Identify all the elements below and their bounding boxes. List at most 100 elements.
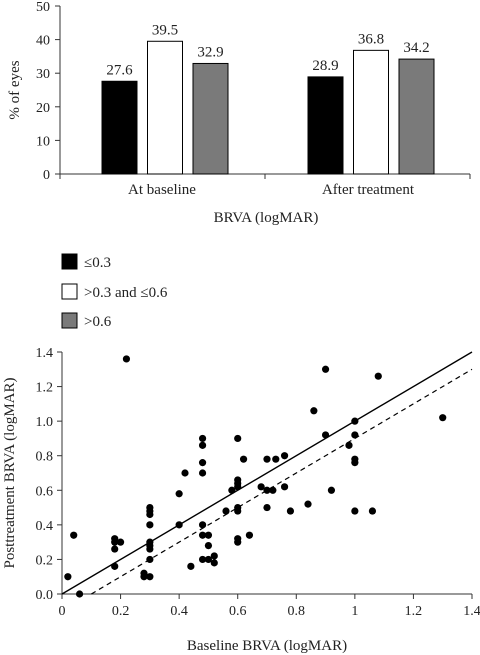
scatter-x-ticks: 0 0.2 0.4 0.6 0.8 1 1.2 1.4 <box>59 594 480 619</box>
legend-label: >0.6 <box>84 314 112 330</box>
scatter-point <box>198 555 207 564</box>
bar-data-label: 32.9 <box>197 44 223 60</box>
scatter-y-axis-title: Posttreatment BRVA (logMAR) <box>2 377 18 568</box>
bar <box>307 76 344 175</box>
scatter-y-tick-label: 1.2 <box>36 381 54 396</box>
scatter-point <box>228 486 236 494</box>
bar-y-tick-label: 10 <box>36 134 50 149</box>
bar-y-tick-label: 30 <box>36 67 50 82</box>
scatter-point <box>286 507 295 515</box>
scatter-point <box>146 545 154 553</box>
scatter-point <box>234 538 242 546</box>
scatter-x-tick-label: 1 <box>351 604 358 619</box>
scatter-point <box>280 483 289 491</box>
bar-y-axis-title: % of eyes <box>7 60 23 119</box>
bars <box>101 40 435 175</box>
bar-data-label: 27.6 <box>106 62 133 78</box>
scatter-y-tick-label: 0.2 <box>36 553 54 568</box>
scatter-point <box>351 417 359 425</box>
scatter-point <box>116 538 125 546</box>
scatter-point <box>304 500 312 508</box>
scatter-point <box>263 455 271 463</box>
bar-data-labels: 27.6 39.5 32.9 28.9 36.8 34.2 <box>106 22 429 78</box>
legend-swatch <box>61 253 78 270</box>
bar <box>398 58 435 175</box>
scatter-x-tick-label: 0.8 <box>288 604 306 619</box>
scatter-point <box>263 503 271 512</box>
legend-label: >0.3 and ≤0.6 <box>84 285 168 301</box>
scatter-x-tick-label: 0 <box>59 604 66 619</box>
scatter-point <box>272 455 280 463</box>
bar <box>353 49 389 175</box>
scatter-point <box>239 455 248 463</box>
scatter-point <box>198 469 207 477</box>
scatter-point <box>175 490 183 498</box>
scatter-point <box>146 555 154 564</box>
scatter-y-tick-label: 0.0 <box>36 588 54 603</box>
bar-y-ticks: 0 10 20 30 40 50 <box>36 0 60 183</box>
scatter-point <box>204 555 213 564</box>
legend-swatch <box>61 283 78 300</box>
scatter-point <box>111 538 119 546</box>
scatter-point <box>111 562 119 570</box>
scatter-point <box>269 486 277 494</box>
scatter-point <box>280 452 289 460</box>
bar-data-label: 28.9 <box>312 58 338 74</box>
bar <box>101 80 138 175</box>
scatter-point <box>345 441 353 449</box>
bar-x-tick-label: After treatment <box>322 182 415 198</box>
scatter-point <box>122 355 131 363</box>
scatter-point <box>187 562 195 570</box>
scatter-point <box>204 531 213 539</box>
bar-y-tick-label: 40 <box>36 34 50 49</box>
scatter-x-tick-label: 1.2 <box>405 604 423 619</box>
bar-y-tick-label: 20 <box>36 101 50 116</box>
bar <box>192 62 229 175</box>
scatter-point <box>198 441 207 449</box>
scatter-x-axis-title: Baseline BRVA (logMAR) <box>187 638 347 654</box>
scatter-point <box>351 507 359 515</box>
scatter-point <box>75 590 84 598</box>
scatter-point <box>210 559 218 567</box>
scatter-point <box>198 459 207 467</box>
legend-swatch <box>61 312 78 329</box>
bar-x-ticks: At baseline After treatment <box>59 174 471 198</box>
scatter-x-tick-label: 0.2 <box>112 604 130 619</box>
regression-line <box>90 368 473 595</box>
scatter-y-tick-label: 0.6 <box>36 484 54 499</box>
scatter-point <box>222 507 230 515</box>
scatter-point <box>175 521 183 529</box>
scatter-point <box>198 434 207 443</box>
scatter-point <box>210 552 218 560</box>
scatter-x-tick-label: 1.4 <box>463 604 480 619</box>
bar <box>147 40 183 175</box>
scatter-point <box>146 573 154 581</box>
scatter-point <box>204 542 213 550</box>
scatter-y-tick-label: 0.8 <box>36 450 54 465</box>
scatter-point <box>439 414 447 422</box>
scatter-y-tick-label: 1.4 <box>36 346 54 361</box>
scatter-x-tick-label: 0.6 <box>229 604 247 619</box>
scatter-point <box>198 521 207 529</box>
scatter-point <box>327 486 336 494</box>
scatter-point <box>321 365 330 373</box>
scatter-y-ticks: 0.0 0.2 0.4 0.6 0.8 1.0 1.2 1.4 <box>36 346 62 603</box>
legend: ≤0.3 >0.3 and ≤0.6 >0.6 <box>61 253 168 330</box>
bar-chart: 0 10 20 30 40 50 At baseline After treatment 2… <box>7 0 471 226</box>
scatter-point <box>146 521 154 529</box>
scatter-point <box>257 483 265 491</box>
bar-x-tick-label: At baseline <box>128 182 196 198</box>
legend-label: ≤0.3 <box>84 255 111 271</box>
scatter-point <box>70 531 78 539</box>
scatter-point <box>111 545 119 553</box>
bar-data-label: 34.2 <box>403 40 429 56</box>
scatter-point <box>140 573 148 581</box>
scatter-point <box>351 459 359 467</box>
scatter-plot: 0.0 0.2 0.4 0.6 0.8 1.0 1.2 1.4 0 0.2 0.4 0.6 0.8 1 1… <box>2 346 480 654</box>
scatter-point <box>234 483 242 491</box>
scatter-point <box>374 372 382 380</box>
bar-y-tick-label: 50 <box>36 0 50 15</box>
scatter-point <box>198 531 207 539</box>
scatter-y-tick-label: 0.4 <box>36 519 54 534</box>
